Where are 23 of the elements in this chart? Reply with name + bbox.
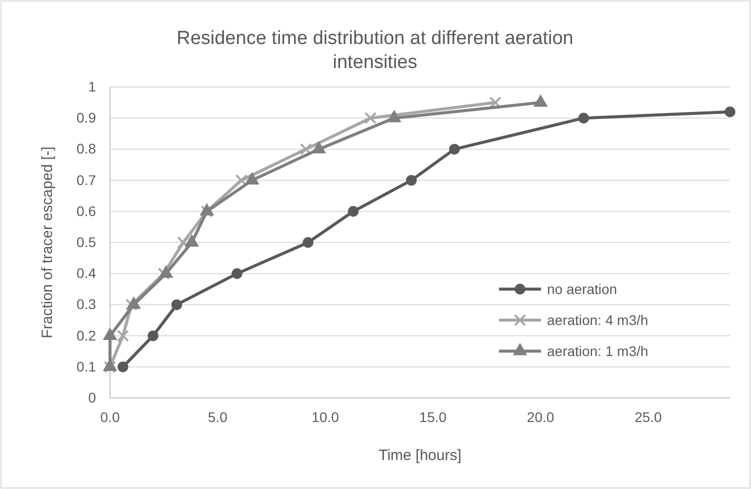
chart-title: Residence time distribution at different aeration intensities	[176, 28, 574, 73]
x-tick-label: 0.0	[100, 408, 120, 425]
y-tick-label: 0.1	[76, 358, 96, 374]
y-tick-label: 0	[88, 389, 96, 406]
x-axis-title: Time [hours]	[378, 447, 462, 464]
y-tick-label: 0.2	[76, 327, 96, 344]
x-tick-label: 20.0	[526, 408, 554, 425]
x-tick-label: 10.0	[312, 408, 340, 425]
y-tick-label: 0.5	[76, 234, 96, 250]
y-tick-label: 0.4	[76, 265, 96, 282]
y-tick-label: 1	[88, 78, 96, 94]
y-axis-title: Fraction of tracer escaped [-]	[39, 146, 56, 338]
y-tick-label: 0.8	[76, 140, 96, 157]
legend-label: aeration: 1 m3/h	[547, 343, 648, 360]
legend-label: aeration: 4 m3/h	[547, 312, 648, 328]
legend-label: no aeration	[547, 281, 618, 298]
y-tick-label: 0.9	[76, 110, 96, 126]
y-tick-label: 0.6	[76, 202, 96, 219]
x-tick-label: 15.0	[419, 408, 447, 425]
y-tick-label: 0.7	[76, 172, 96, 188]
x-tick-label: 25.0	[634, 408, 662, 425]
x-tick-label: 5.0	[208, 408, 228, 425]
y-tick-label: 0.3	[76, 296, 96, 312]
